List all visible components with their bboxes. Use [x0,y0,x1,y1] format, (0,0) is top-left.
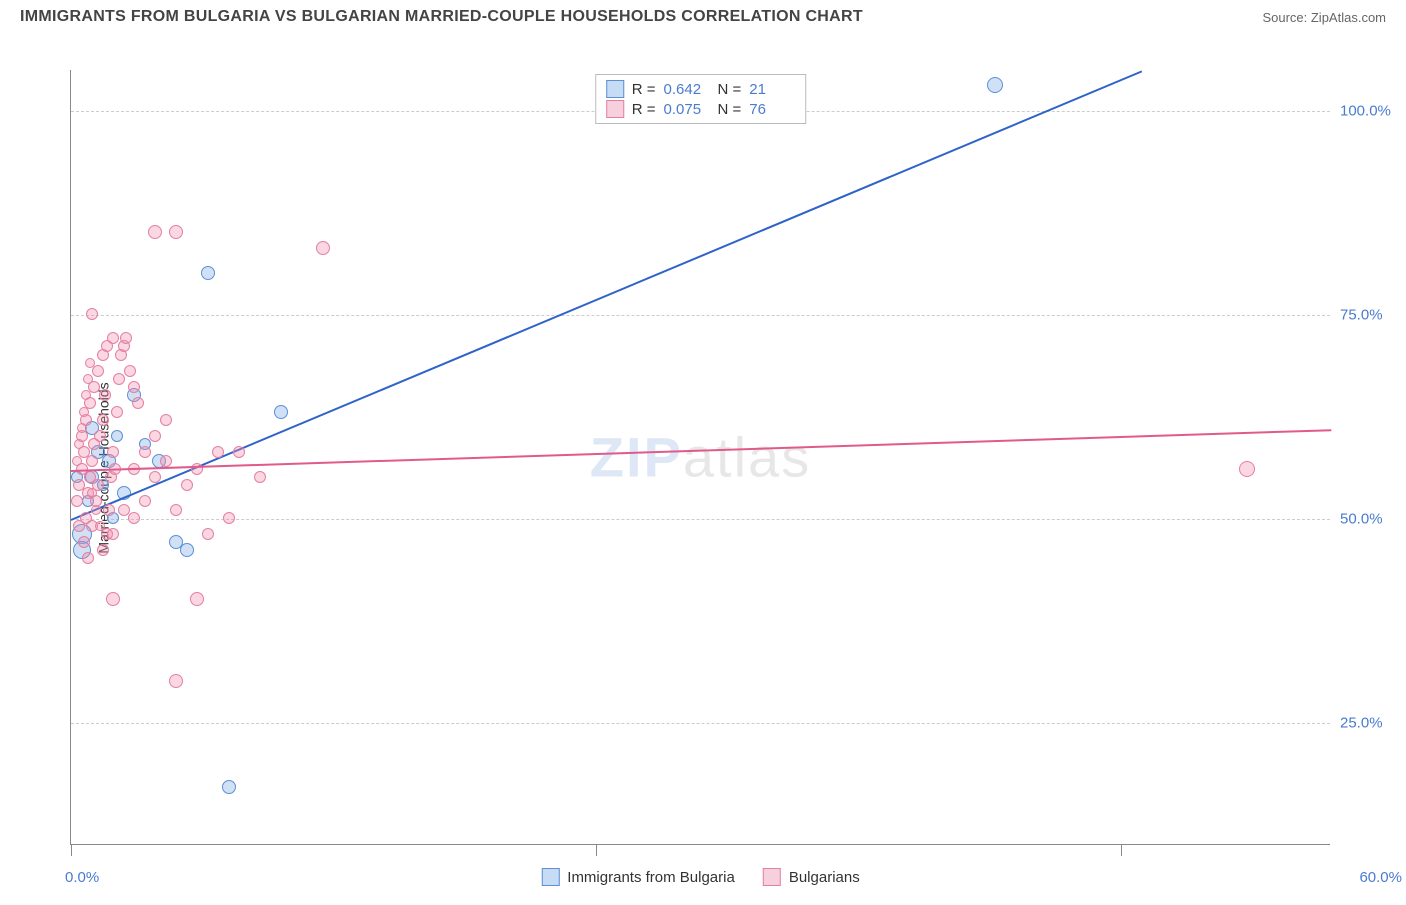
data-point [191,463,203,475]
data-point [107,332,119,344]
stats-legend: R = 0.642 N = 21 R = 0.075 N = 76 [595,74,807,124]
stat-r-value: 0.075 [664,101,710,118]
data-point [107,446,119,458]
legend-label: Immigrants from Bulgaria [567,869,735,886]
stats-row: R = 0.642 N = 21 [606,79,796,99]
data-point [97,544,109,556]
data-point [201,266,215,280]
y-tick-label: 25.0% [1340,714,1400,731]
data-point [160,455,172,467]
x-tick [71,844,72,856]
chart-container: Married-couple Households 25.0%50.0%75.0… [20,30,1386,905]
data-point [316,241,330,255]
y-tick-label: 75.0% [1340,306,1400,323]
data-point [82,552,94,564]
gridline [71,723,1330,724]
data-point [111,430,123,442]
stat-n-label: N = [718,101,742,118]
data-point [222,780,236,794]
legend-label: Bulgarians [789,869,860,886]
data-point [91,505,101,515]
trend-line [71,429,1331,472]
stat-r-label: R = [632,101,656,118]
stat-r-label: R = [632,81,656,98]
data-point [103,504,115,516]
x-tick [1121,844,1122,856]
data-point [128,381,140,393]
data-point [212,446,224,458]
data-point [87,488,97,498]
source-label: Source: ZipAtlas.com [1262,10,1386,25]
data-point [74,439,84,449]
data-point [170,504,182,516]
data-point [233,446,245,458]
chart-title: IMMIGRANTS FROM BULGARIA VS BULGARIAN MA… [20,8,863,26]
data-point [78,536,90,548]
data-point [149,430,161,442]
x-tick [596,844,597,856]
data-point [124,365,136,377]
data-point [132,397,144,409]
data-point [106,592,120,606]
data-point [85,358,95,368]
legend-item: Immigrants from Bulgaria [541,868,735,886]
legend-swatch [606,100,624,118]
data-point [97,414,109,426]
data-point [113,373,125,385]
data-point [223,512,235,524]
gridline [71,519,1330,520]
data-point [77,423,87,433]
data-point [99,389,111,401]
watermark: ZIPatlas [590,425,811,490]
data-point [71,495,83,507]
data-point [169,674,183,688]
plot-area: 25.0%50.0%75.0%100.0%0.0%60.0%ZIPatlasR … [70,70,1330,845]
data-point [1239,461,1255,477]
y-tick-label: 100.0% [1340,102,1400,119]
x-tick-label-min: 0.0% [65,869,99,886]
data-point [118,504,130,516]
stats-row: R = 0.075 N = 76 [606,99,796,119]
gridline [71,315,1330,316]
data-point [81,390,91,400]
legend-swatch [606,80,624,98]
data-point [181,479,193,491]
stat-n-value: 21 [749,81,795,98]
data-point [180,543,194,557]
data-point [139,495,151,507]
data-point [160,414,172,426]
data-point [987,77,1003,93]
y-tick-label: 50.0% [1340,510,1400,527]
data-point [73,520,85,532]
legend-item: Bulgarians [763,868,860,886]
data-point [107,528,119,540]
legend-swatch [763,868,781,886]
x-tick-label-max: 60.0% [1359,869,1402,886]
data-point [72,456,82,466]
data-point [120,332,132,344]
data-point [202,528,214,540]
data-point [128,512,140,524]
data-point [86,455,98,467]
legend-swatch [541,868,559,886]
data-point [111,406,123,418]
data-point [83,374,93,384]
data-point [86,308,98,320]
data-point [79,407,89,417]
legend: Immigrants from Bulgaria Bulgarians [541,868,859,886]
data-point [92,365,104,377]
data-point [95,521,105,531]
data-point [190,592,204,606]
data-point [139,446,151,458]
data-point [274,405,288,419]
stat-n-value: 76 [749,101,795,118]
data-point [148,225,162,239]
data-point [254,471,266,483]
data-point [169,225,183,239]
data-point [94,430,106,442]
stat-r-value: 0.642 [664,81,710,98]
stat-n-label: N = [718,81,742,98]
data-point [149,471,161,483]
